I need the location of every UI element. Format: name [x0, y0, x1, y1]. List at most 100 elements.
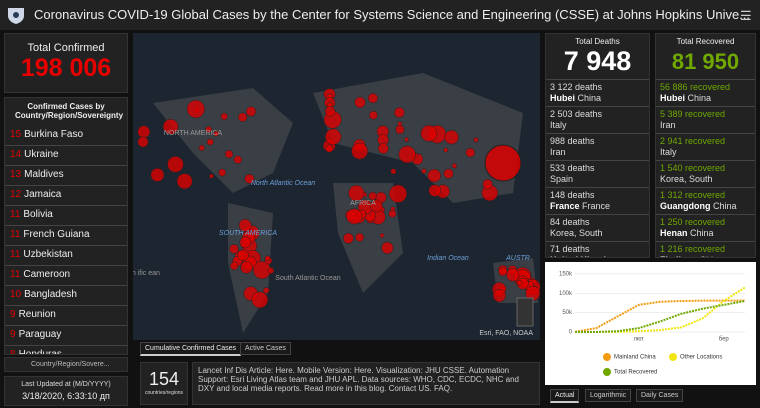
series-line	[574, 300, 746, 333]
list-row: 2 941 recovered Italy	[656, 134, 755, 161]
value: 198 006	[20, 54, 112, 82]
case-marker	[237, 249, 249, 261]
tab[interactable]: Active Cases	[240, 342, 291, 355]
case-marker	[473, 137, 479, 143]
country-row: 8 Honduras	[5, 346, 127, 355]
value: 81 950	[656, 46, 755, 80]
count: 1 216 recovered	[660, 244, 726, 254]
case-marker	[379, 233, 385, 238]
case-marker	[206, 138, 214, 146]
y-tick-label: 150k	[559, 271, 573, 277]
count: 12	[10, 189, 22, 200]
place: Korea, South	[550, 228, 645, 239]
case-marker	[205, 126, 212, 133]
country: Korea, South	[660, 174, 713, 184]
land	[153, 73, 538, 333]
map[interactable]: NORTH AMERICA North Atlantic Ocean AFRICA S…	[133, 33, 540, 340]
map-label: Indian Ocean	[427, 255, 469, 262]
place: Iran	[550, 147, 645, 158]
label: Total Confirmed	[27, 42, 105, 54]
map-label: North Atlantic Ocean	[251, 180, 315, 187]
case-marker	[251, 291, 269, 309]
country: Italy	[660, 147, 677, 157]
case-marker	[343, 232, 354, 244]
deaths-panel: Total Deaths 7 948 3 122 deaths Hubei Chi…	[545, 33, 650, 258]
attribution: Esri, FAO, NOAA	[479, 330, 533, 337]
case-marker	[237, 112, 248, 122]
case-marker	[390, 168, 397, 175]
count: 84 deaths	[550, 217, 590, 227]
tab[interactable]: Daily Cases	[636, 389, 684, 402]
country: Spain	[550, 174, 574, 184]
tab[interactable]: Cumulative Confirmed Cases	[140, 342, 242, 356]
country-row: 11 Cameroon	[5, 266, 127, 286]
country: Honduras	[18, 349, 62, 355]
region: Henan	[660, 228, 688, 238]
map-label: SOUTH AMERICA	[219, 230, 277, 237]
count: 8	[10, 349, 16, 355]
case-marker	[346, 208, 363, 225]
zoom-control[interactable]	[516, 297, 534, 327]
x-tick-label: лют	[633, 337, 644, 343]
map-label: South Atlantic Ocean	[275, 275, 340, 282]
countries-count: 154 countries/regions	[140, 362, 188, 405]
count: 148 deaths	[550, 190, 595, 200]
count: 1 540 recovered	[660, 163, 726, 173]
region: Guangdong	[660, 201, 711, 211]
case-marker	[370, 199, 383, 213]
case-marker	[186, 99, 205, 119]
country: France	[582, 201, 611, 211]
case-marker	[443, 147, 449, 153]
case-marker	[404, 137, 409, 142]
country: French Guiana	[23, 229, 90, 240]
country-list: Confirmed Cases by Country/Region/Sovere…	[4, 97, 128, 355]
case-marker	[444, 130, 459, 145]
place: Hubei China	[660, 93, 751, 104]
legend-swatch	[603, 368, 611, 376]
count: 71 deaths	[550, 244, 590, 254]
tab[interactable]: Actual	[550, 389, 580, 403]
region: Hubei	[660, 93, 686, 103]
country-row: 15 Burkina Faso	[5, 126, 127, 146]
place: Guangdong China	[660, 201, 751, 212]
list-row: 988 deaths Iran	[546, 134, 649, 161]
country: Maldives	[24, 169, 64, 180]
country-row: 9 Reunion	[5, 306, 127, 326]
menu-icon[interactable]: ☰	[740, 8, 752, 23]
case-marker	[351, 142, 369, 160]
title: Total Recovered	[676, 37, 735, 46]
count: 10	[10, 289, 22, 300]
list-row: 1 312 recovered Guangdong China	[656, 188, 755, 215]
case-marker	[209, 173, 214, 179]
count: 5 389 recovered	[660, 109, 726, 119]
count: 9	[10, 309, 16, 320]
map-label: uth ific ean	[133, 270, 160, 277]
country-row: 11 French Guiana	[5, 226, 127, 246]
count: 11	[10, 269, 21, 280]
region: France	[550, 201, 580, 211]
case-marker	[421, 168, 427, 174]
y-tick-label: 0	[569, 330, 573, 336]
case-marker	[239, 236, 252, 249]
count: 14	[10, 149, 22, 160]
legend-label: Mainland China	[614, 355, 656, 361]
value: 154	[148, 369, 180, 389]
tab[interactable]: Logarithmic	[585, 389, 632, 402]
country: China	[700, 255, 724, 257]
place: Spain	[550, 174, 645, 185]
dropdown[interactable]: Country/Region/Sovere...	[4, 357, 128, 372]
count: 9	[10, 329, 16, 340]
list-row: 56 886 recovered Hubei China	[656, 80, 755, 107]
case-marker	[262, 287, 270, 294]
case-marker	[244, 173, 255, 184]
title: Coronavirus COVID-19 Global Cases by the…	[34, 7, 751, 22]
case-marker	[220, 112, 228, 121]
place: Hubei China	[550, 93, 645, 104]
case-marker	[245, 106, 257, 117]
country: Iran	[550, 147, 566, 157]
case-marker	[443, 168, 454, 179]
country: Ukraine	[24, 149, 59, 160]
case-marker	[137, 136, 149, 148]
case-marker	[224, 150, 234, 159]
country: Korea, South	[550, 228, 603, 238]
